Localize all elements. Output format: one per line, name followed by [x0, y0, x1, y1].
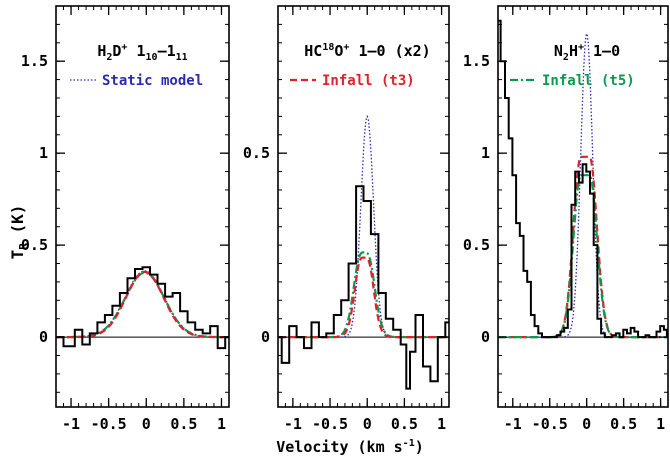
x-tick-label: 1 [656, 415, 665, 433]
transition-label-part: + [343, 42, 349, 53]
transition-label-part: + [121, 42, 127, 53]
y-tick-label: 1 [481, 144, 490, 162]
transition-label-part: –1 [158, 42, 176, 60]
transition-label-part: D [112, 42, 121, 60]
x-tick-label: 0.5 [610, 415, 637, 433]
transition-label-part: 2 [106, 52, 112, 63]
x-tick-label: -1 [504, 415, 522, 433]
transition-label: N2H+ 1–0 [554, 42, 620, 63]
observed-spectrum [56, 266, 229, 350]
x-tick-label: 0 [582, 415, 591, 433]
y-tick-label: 0 [261, 328, 270, 346]
y-tick-label: 0.5 [21, 236, 48, 254]
x-tick-label: -0.5 [312, 415, 348, 433]
y-tick-label: 0 [39, 328, 48, 346]
panel-2: 0 0.5 -1 -0.5 0 0.5 1 HC18O+ 1–0 (x2) Infall (t3… [243, 5, 450, 433]
x-tick-label: 0.5 [391, 415, 418, 433]
infall-model-line [56, 271, 229, 339]
transition-label-part: 2 [563, 52, 569, 63]
transition-label-part: N [554, 42, 563, 60]
transition-label-part: O [334, 42, 343, 60]
transition-label-part: 1 [127, 42, 145, 60]
infall-model-line [56, 270, 229, 339]
observed-spectrum [498, 19, 668, 339]
x-tick-label: -1 [62, 415, 80, 433]
transition-label-part: + [578, 42, 584, 53]
infall-model-line [278, 256, 449, 339]
x-tick-label: -0.5 [91, 415, 127, 433]
panel-3: 0 0.5 1 1.5 -1 -0.5 0 0.5 1 N2H+ 1–0 Infall (t5) [463, 5, 669, 433]
transition-label: HC18O+ 1–0 (x2) [304, 42, 430, 60]
x-axis-label: Velocity (km s-1) [276, 438, 424, 456]
transition-label: H2D+ 110–111 [97, 42, 187, 63]
panel-frame [277, 5, 450, 408]
x-tick-label: 0 [142, 415, 151, 433]
x-tick-label: 0.5 [170, 415, 197, 433]
legend-label: Infall (t3) [322, 73, 415, 89]
y-tick-label: 0.5 [243, 144, 270, 162]
transition-label-part: H [569, 42, 578, 60]
y-tick-label: 1.5 [21, 52, 48, 70]
transition-label-part: HC [304, 42, 322, 60]
observed-spectrum [278, 185, 449, 390]
panel-frame [55, 5, 230, 408]
y-tick-label: 0 [481, 328, 490, 346]
y-axis-label: TR (K) [8, 205, 30, 260]
transition-label-part: 1–0 [584, 42, 620, 60]
plot-area [56, 266, 229, 350]
x-tick-label: 1 [437, 415, 446, 433]
x-tick-label: -1 [284, 415, 302, 433]
x-tick-label: -0.5 [532, 415, 568, 433]
transition-label-part: 1–0 (x2) [349, 42, 430, 60]
x-tick-label: 0 [363, 415, 372, 433]
plot-area [498, 19, 668, 339]
y-tick-label: 1 [39, 144, 48, 162]
panel-frame [497, 5, 669, 408]
x-tick-label: 1 [217, 415, 226, 433]
transition-label-part: 11 [176, 52, 188, 63]
y-tick-label: 1.5 [463, 52, 490, 70]
y-tick-label: 0.5 [463, 236, 490, 254]
transition-label-part: 10 [146, 52, 158, 63]
legend-label: Static model [102, 73, 203, 89]
transition-label-part: 18 [322, 42, 334, 53]
transition-label-part: H [97, 42, 106, 60]
plot-area [278, 114, 449, 390]
legend-label: Infall (t5) [542, 73, 635, 89]
static-model-line [56, 270, 229, 338]
static-model-line [278, 114, 449, 338]
